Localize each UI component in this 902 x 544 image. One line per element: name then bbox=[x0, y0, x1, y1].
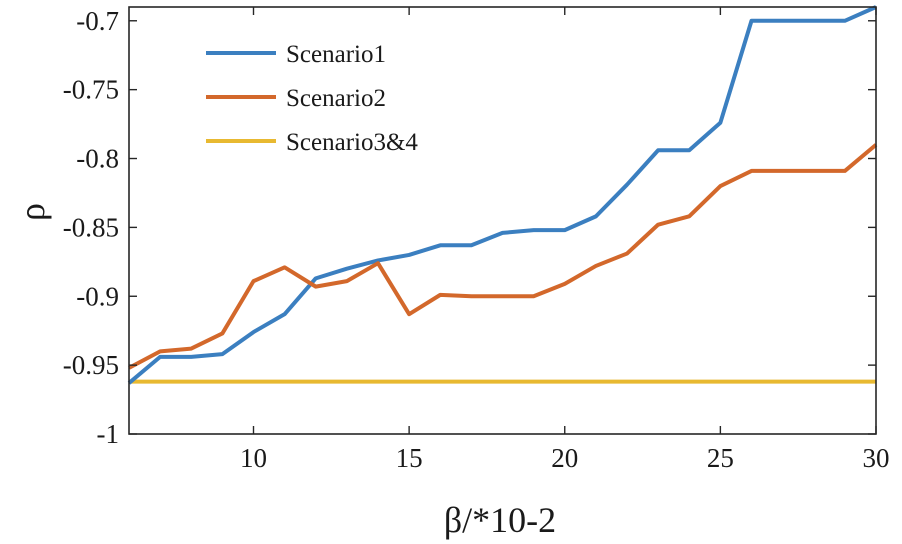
y-tick-label: -0.95 bbox=[63, 350, 119, 380]
x-tick-label: 20 bbox=[551, 443, 578, 473]
legend: Scenario1 Scenario2 Scenario3&4 bbox=[206, 41, 418, 156]
y-tick-label: -0.9 bbox=[76, 281, 119, 311]
x-tick-label: 10 bbox=[240, 443, 267, 473]
series-layer bbox=[127, 5, 878, 385]
y-tick-label: -0.75 bbox=[63, 75, 119, 105]
y-tick-label: -0.7 bbox=[76, 6, 119, 36]
y-tick-label: -0.8 bbox=[76, 144, 119, 174]
x-tick-label: 15 bbox=[396, 443, 423, 473]
x-axis-title: β/*10-2 bbox=[444, 500, 556, 540]
series-line-1 bbox=[127, 5, 877, 385]
tick-labels: 10 15 20 25 30 -1 -0.95 -0.9 -0.85 -0.8 -0.75 -0.7 bbox=[63, 6, 890, 473]
x-tick-label: 30 bbox=[863, 443, 890, 473]
y-tick-label: -1 bbox=[97, 419, 120, 449]
x-tick-label: 25 bbox=[707, 443, 734, 473]
legend-label-3: Scenario3&4 bbox=[286, 129, 418, 156]
axes bbox=[128, 6, 877, 435]
y-axis-title: ρ bbox=[12, 203, 52, 221]
series-line-2 bbox=[128, 143, 878, 370]
legend-label-2: Scenario2 bbox=[286, 85, 386, 112]
y-tick-label: -0.85 bbox=[63, 212, 119, 242]
plot-frame bbox=[128, 6, 877, 435]
legend-label-1: Scenario1 bbox=[286, 41, 386, 68]
